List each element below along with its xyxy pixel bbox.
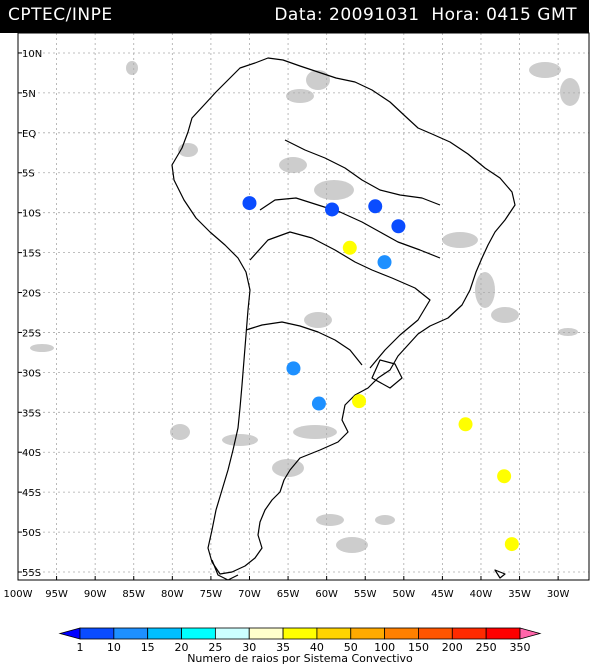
legend-swatch: [316, 627, 352, 640]
legend-swatch: [181, 627, 216, 640]
lon-tick-label: 35W: [508, 589, 531, 600]
lightning-cluster: [368, 199, 383, 214]
legend-swatch: [147, 627, 182, 640]
legend-value: 50: [344, 641, 358, 654]
legend-swatch: [214, 627, 250, 640]
lon-tick-label: 65W: [277, 589, 300, 600]
lon-tick-label: 40W: [470, 589, 493, 600]
legend-arrow-right: [519, 627, 542, 640]
map-frame: [17, 32, 590, 581]
agency-label: CPTEC/INPE: [8, 5, 113, 25]
legend-swatch: [79, 627, 115, 640]
lon-tick-label: 100W: [4, 589, 33, 600]
lat-tick-label: 20S: [22, 289, 41, 300]
lat-tick-label: 30S: [22, 368, 41, 379]
lightning-cluster: [352, 394, 367, 409]
longitude-labels: 100W 95W 90W 85W 80W 75W 70W 65W 60W 55W 50W 45W 40W…: [4, 576, 570, 600]
cloud-layer: [30, 61, 580, 553]
legend-arrow-left: [58, 627, 81, 640]
legend-value: 40: [310, 641, 324, 654]
lat-tick-label: 10S: [22, 209, 41, 220]
time-text: Hora: 0415 GMT: [431, 5, 577, 25]
title-bar: CPTEC/INPE Data: 20091031 Hora: 0415 GMT: [0, 0, 589, 33]
date-text: Data: 20091031: [274, 5, 420, 25]
coastline: [171, 57, 516, 581]
legend-swatch: [282, 627, 318, 640]
legend-title: Numero de raios por Sistema Convectivo: [187, 652, 413, 665]
lat-tick-label: 25S: [22, 328, 41, 339]
lat-tick-label: 55S: [22, 568, 41, 579]
legend-value: 10: [107, 641, 121, 654]
lightning-cluster: [377, 255, 392, 270]
lat-tick-label: 45S: [22, 488, 41, 499]
legend-swatch: [113, 627, 149, 640]
legend-value: 100: [374, 641, 395, 654]
lightning-cluster: [311, 396, 326, 411]
lat-tick-label: 5S: [22, 169, 35, 180]
lat-tick-label: EQ: [22, 129, 36, 140]
legend-swatch: [350, 627, 386, 640]
lon-tick-label: 50W: [392, 589, 415, 600]
lon-tick-label: 60W: [315, 589, 338, 600]
legend-value: 30: [242, 641, 256, 654]
legend-value: 250: [476, 641, 497, 654]
lightning-cluster: [458, 417, 473, 432]
lightning-cluster: [325, 202, 340, 217]
legend-swatch: [451, 627, 487, 640]
lon-tick-label: 75W: [200, 589, 223, 600]
legend-swatch: [485, 627, 521, 640]
lightning-cluster: [242, 196, 257, 211]
lat-tick-label: 10N: [22, 49, 42, 60]
lon-tick-label: 80W: [161, 589, 184, 600]
lon-tick-label: 90W: [84, 589, 107, 600]
legend-value: 1: [77, 641, 84, 654]
timestamp-label: Data: 20091031 Hora: 0415 GMT: [274, 5, 577, 25]
lightning-cluster: [497, 469, 512, 484]
color-legend-bar: [58, 627, 542, 640]
lon-tick-label: 95W: [45, 589, 68, 600]
color-legend-values: 1 10 15 20 25 30 35 40 50 100 150 200 250 350: [77, 641, 531, 654]
lat-tick-label: 15S: [22, 249, 41, 260]
legend-swatch: [248, 627, 284, 640]
lat-tick-label: 35S: [22, 408, 41, 419]
legend-swatch: [384, 627, 419, 640]
legend-value: 200: [442, 641, 463, 654]
legend-value: 25: [208, 641, 222, 654]
latitude-labels: 10N 5N EQ 5S 10S 15S 20S 25S 30S 35S 40S 45S 50S 55S: [18, 49, 42, 579]
legend-swatch: [418, 627, 453, 640]
legend-value: 15: [141, 641, 155, 654]
lat-lon-grid: [17, 33, 589, 580]
lightning-cluster: [286, 361, 301, 376]
lightning-cluster: [391, 219, 406, 234]
lon-tick-label: 85W: [122, 589, 145, 600]
lightning-cluster: [342, 240, 357, 255]
legend-value: 20: [175, 641, 189, 654]
lat-tick-label: 5N: [22, 89, 36, 100]
lat-tick-label: 40S: [22, 448, 41, 459]
lon-tick-label: 30W: [547, 589, 570, 600]
legend-value: 350: [510, 641, 531, 654]
lon-tick-label: 70W: [238, 589, 261, 600]
legend-value: 150: [408, 641, 429, 654]
legend-value: 35: [276, 641, 290, 654]
lightning-cluster: [504, 537, 519, 552]
lat-tick-label: 50S: [22, 528, 41, 539]
lightning-clusters: [242, 196, 519, 552]
lon-tick-label: 45W: [431, 589, 454, 600]
lon-tick-label: 55W: [354, 589, 377, 600]
